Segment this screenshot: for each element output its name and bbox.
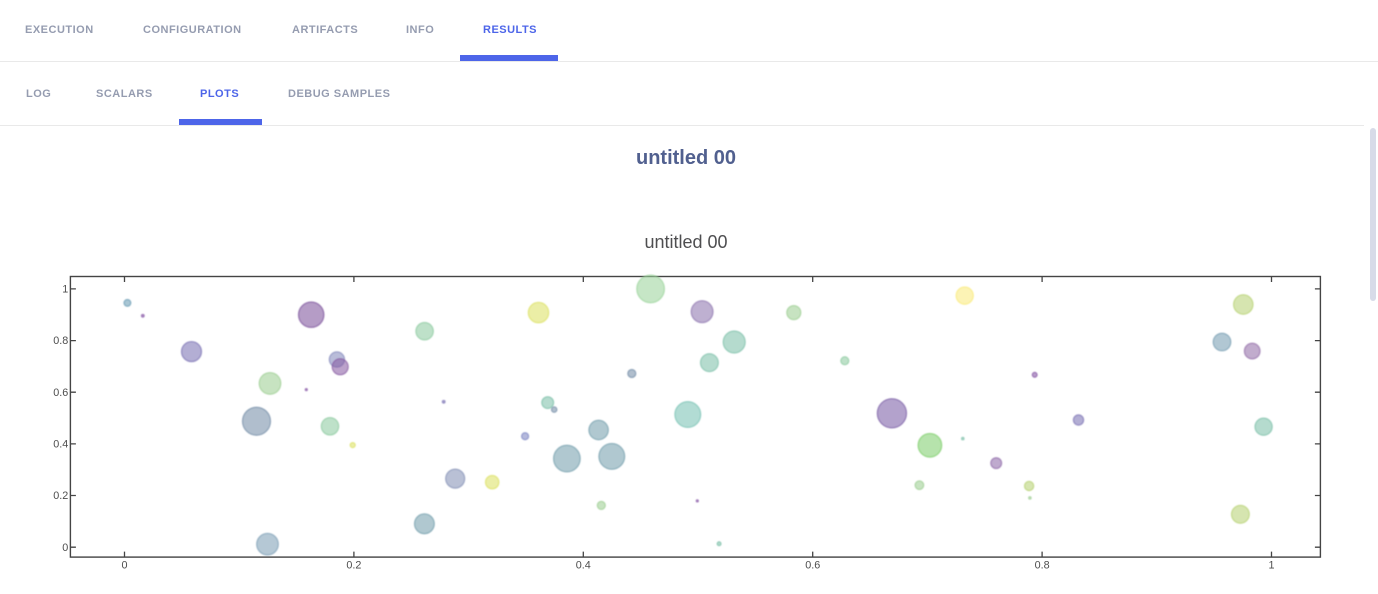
- svg-text:0.2: 0.2: [53, 490, 68, 502]
- svg-text:1: 1: [1268, 560, 1274, 572]
- svg-text:0.6: 0.6: [53, 387, 68, 399]
- svg-text:0: 0: [121, 560, 127, 572]
- svg-text:0: 0: [62, 542, 68, 554]
- svg-text:0.8: 0.8: [1035, 560, 1050, 572]
- svg-text:0.6: 0.6: [805, 560, 820, 572]
- svg-text:0.8: 0.8: [53, 335, 68, 347]
- svg-text:0.4: 0.4: [576, 560, 591, 572]
- svg-text:1: 1: [62, 284, 68, 296]
- svg-text:0.2: 0.2: [346, 560, 361, 572]
- svg-text:0.4: 0.4: [53, 439, 68, 451]
